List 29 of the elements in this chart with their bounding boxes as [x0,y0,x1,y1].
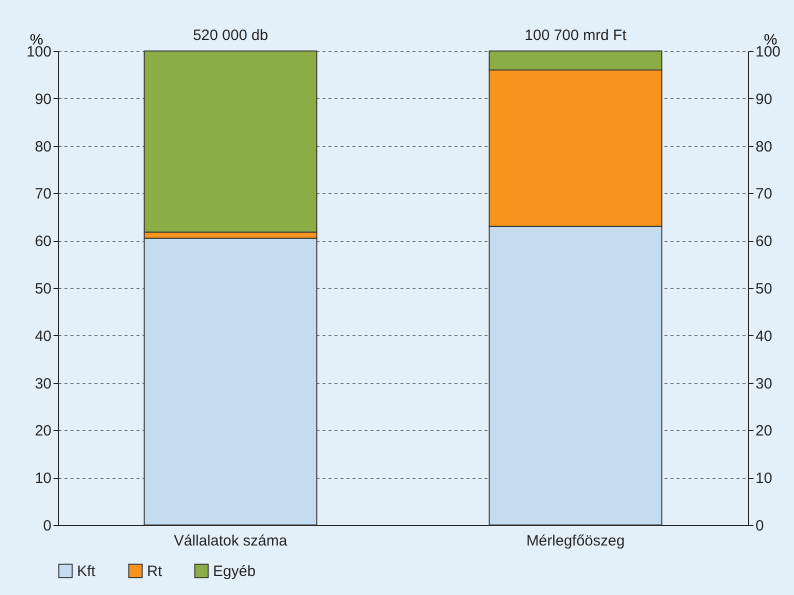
legend-label: Kft [77,562,96,580]
y-tick-label: 0 [43,518,52,534]
y-tick-label: 50 [34,280,52,298]
y-tick-label: 30 [34,375,52,392]
y2-tick-label: 10 [756,470,772,488]
y-tick-label: 90 [34,90,52,108]
x-tick-label: Vállalatok száma [174,532,288,550]
text: 100 700 mrd Ft [524,27,628,44]
y2-tick-label: 90 [756,90,772,108]
y-tick-label: 20 [34,422,52,440]
y-tick-label: 80 [34,138,52,156]
y2-tick-label: 0 [756,518,764,534]
y-tick-label: 100 [26,44,52,60]
y-tick-label: 40 [34,328,52,345]
y-tick-label: 10 [34,470,52,488]
y2-tick-label: 80 [756,138,772,156]
y-tick-label: 70 [34,186,52,203]
y-tick-label: 60 [34,233,52,250]
y2-tick-label: 70 [756,186,772,203]
y2-tick-label: 20 [756,422,772,440]
text: 520 000 db [192,27,268,44]
y2-tick-label: 100 [756,44,781,60]
x-tick-label: Mérlegfőöszeg [526,532,625,550]
y2-tick-label: 30 [756,375,772,392]
legend-label: Egyéb [213,562,256,580]
y2-tick-label: 40 [756,328,772,345]
y2-tick-label: 60 [756,233,772,250]
y2-tick-label: 50 [756,280,772,298]
legend-label: Rt [147,562,163,580]
